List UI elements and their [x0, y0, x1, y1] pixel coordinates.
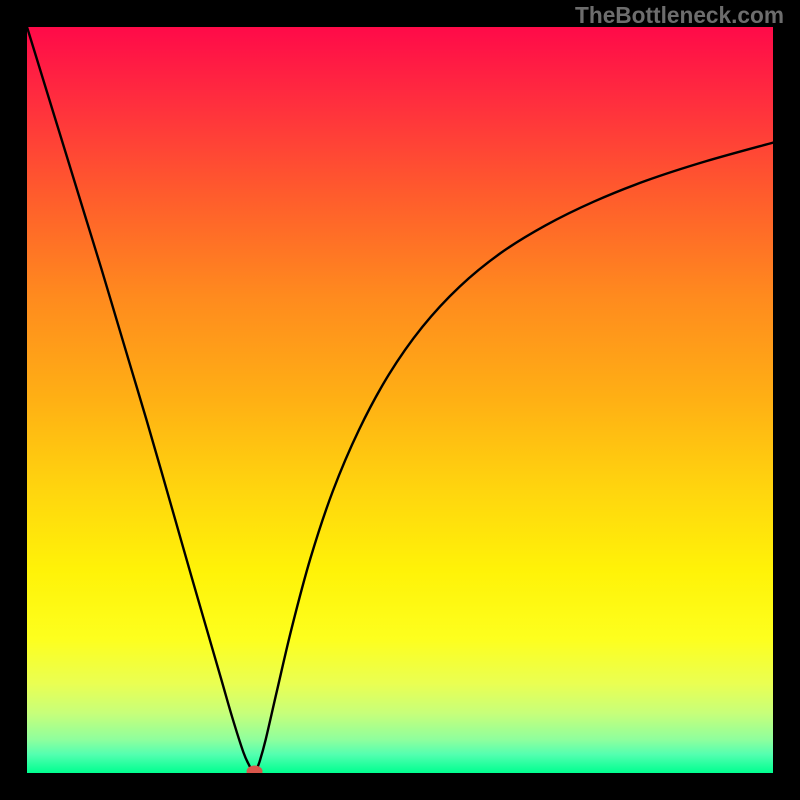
- bottleneck-chart: [0, 0, 800, 800]
- gradient-background: [27, 27, 773, 773]
- chart-container: { "chart": { "type": "line", "canvas": {…: [0, 0, 800, 800]
